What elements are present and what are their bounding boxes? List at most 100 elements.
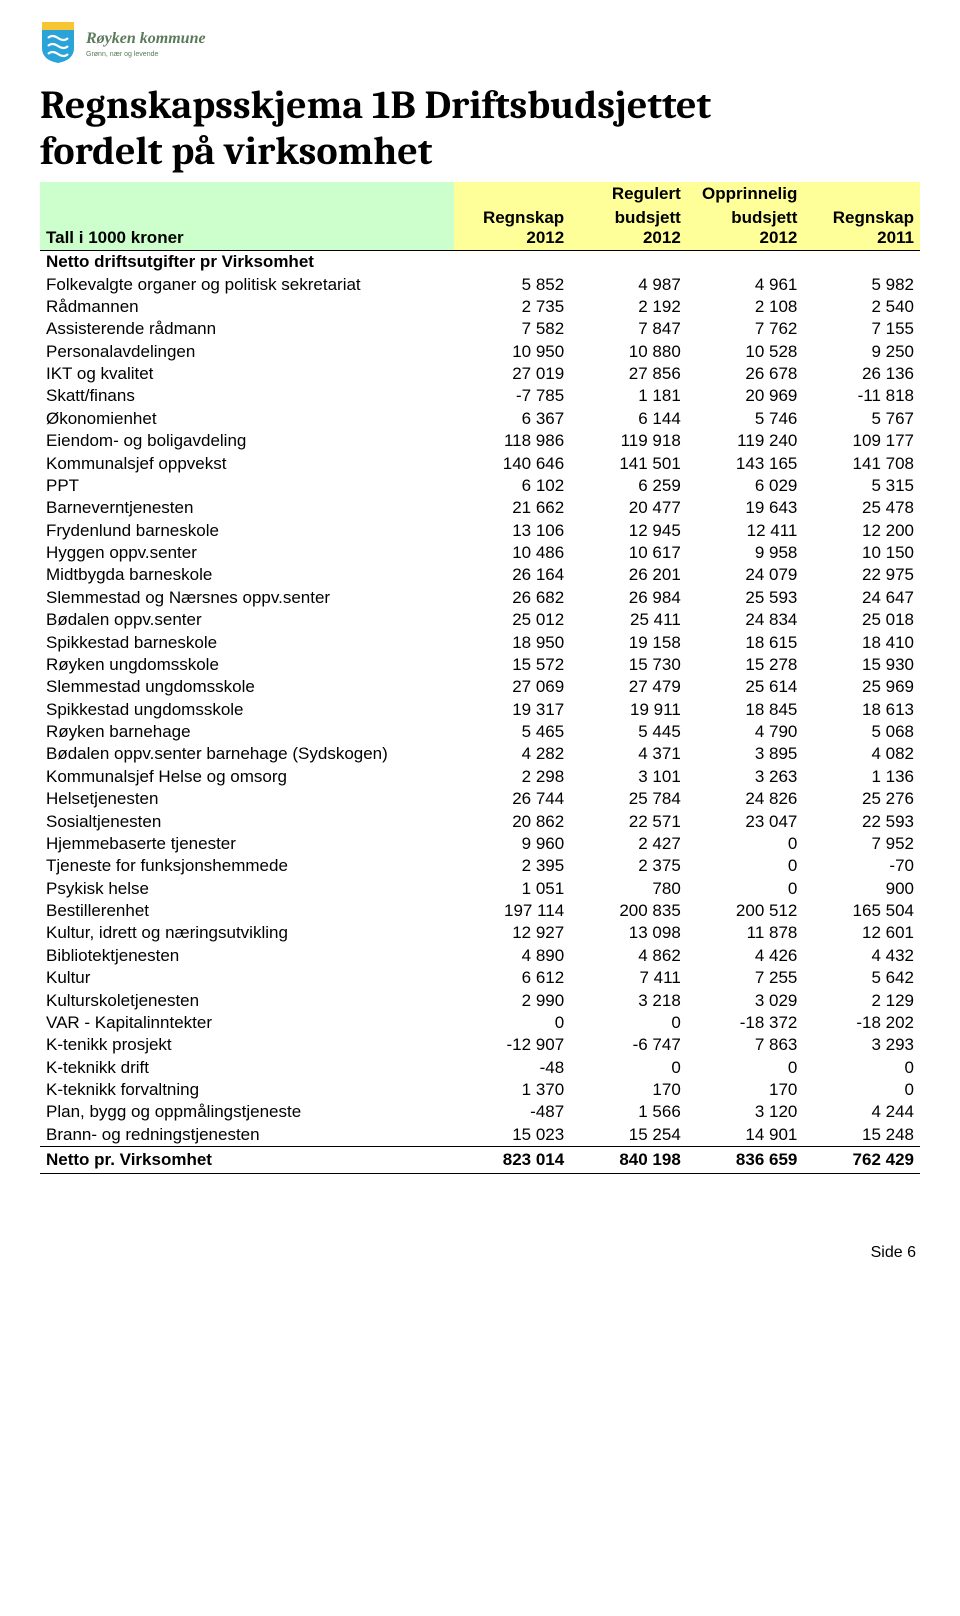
row-value: 1 051 — [454, 878, 571, 900]
row-value: 25 478 — [803, 497, 920, 519]
row-value: 5 315 — [803, 475, 920, 497]
row-label: K-teknikk forvaltning — [40, 1079, 454, 1101]
row-value: 5 982 — [803, 273, 920, 295]
row-value: 27 856 — [570, 363, 687, 385]
logo-tagline: Grønn, nær og levende — [86, 51, 226, 58]
row-value: 25 018 — [803, 609, 920, 631]
row-value: 22 975 — [803, 564, 920, 586]
row-value: 1 136 — [803, 766, 920, 788]
row-label: K-tenikk prosjekt — [40, 1034, 454, 1056]
logo-name: Røyken kommune — [86, 27, 226, 51]
row-value: 12 927 — [454, 922, 571, 944]
row-value: 141 501 — [570, 452, 687, 474]
table-row: Røyken barnehage5 4655 4454 7905 068 — [40, 721, 920, 743]
table-row: Assisterende rådmann7 5827 8477 7627 155 — [40, 318, 920, 340]
row-value: 22 593 — [803, 810, 920, 832]
row-value: 18 845 — [687, 699, 804, 721]
row-value: 2 395 — [454, 855, 571, 877]
row-value: 23 047 — [687, 810, 804, 832]
row-value: 5 746 — [687, 408, 804, 430]
row-value: 5 642 — [803, 967, 920, 989]
row-label: K-teknikk drift — [40, 1057, 454, 1079]
row-value: 0 — [570, 1057, 687, 1079]
table-row: Slemmestad og Nærsnes oppv.senter26 6822… — [40, 587, 920, 609]
row-value: 141 708 — [803, 452, 920, 474]
row-label: Personalavdelingen — [40, 341, 454, 363]
budget-table: Regulert Opprinnelig Tall i 1000 kroner … — [40, 182, 920, 1174]
row-value: 119 240 — [687, 430, 804, 452]
row-label: Psykisk helse — [40, 878, 454, 900]
row-value: 119 918 — [570, 430, 687, 452]
row-value: 4 987 — [570, 273, 687, 295]
row-value: -11 818 — [803, 385, 920, 407]
row-value: 7 952 — [803, 833, 920, 855]
row-value: 15 730 — [570, 654, 687, 676]
table-row: Frydenlund barneskole13 10612 94512 4111… — [40, 520, 920, 542]
row-value: 200 512 — [687, 900, 804, 922]
row-value: 200 835 — [570, 900, 687, 922]
row-value: 0 — [687, 855, 804, 877]
row-value: 3 218 — [570, 989, 687, 1011]
row-value: 3 120 — [687, 1101, 804, 1123]
row-label: Tjeneste for funksjonshemmede — [40, 855, 454, 877]
row-value: 20 862 — [454, 810, 571, 832]
row-value: 780 — [570, 878, 687, 900]
row-value: 15 023 — [454, 1124, 571, 1147]
row-label: Rådmannen — [40, 296, 454, 318]
row-value: 4 862 — [570, 945, 687, 967]
row-value: 12 411 — [687, 520, 804, 542]
row-label: PPT — [40, 475, 454, 497]
row-value: 19 911 — [570, 699, 687, 721]
row-value: 2 540 — [803, 296, 920, 318]
table-row: Kulturskoletjenesten2 9903 2183 0292 129 — [40, 989, 920, 1011]
row-value: 19 643 — [687, 497, 804, 519]
row-value: 26 201 — [570, 564, 687, 586]
row-label: IKT og kvalitet — [40, 363, 454, 385]
row-value: 7 582 — [454, 318, 571, 340]
row-value: 9 250 — [803, 341, 920, 363]
row-value: 4 282 — [454, 743, 571, 765]
row-value: 4 961 — [687, 273, 804, 295]
row-value: 6 029 — [687, 475, 804, 497]
row-value: 2 375 — [570, 855, 687, 877]
row-value: -18 372 — [687, 1012, 804, 1034]
row-value: 9 960 — [454, 833, 571, 855]
table-row: K-teknikk drift-48000 — [40, 1057, 920, 1079]
row-value: 4 790 — [687, 721, 804, 743]
row-label: Hyggen oppv.senter — [40, 542, 454, 564]
table-row: Rådmannen2 7352 1922 1082 540 — [40, 296, 920, 318]
row-label: Plan, bygg og oppmålingstjeneste — [40, 1101, 454, 1123]
logo-text: Røyken kommune Grønn, nær og levende — [86, 27, 226, 58]
row-label: Assisterende rådmann — [40, 318, 454, 340]
row-value: 18 410 — [803, 631, 920, 653]
row-label: Spikkestad barneskole — [40, 631, 454, 653]
row-value: 5 465 — [454, 721, 571, 743]
row-value: 197 114 — [454, 900, 571, 922]
row-value: 10 150 — [803, 542, 920, 564]
row-value: 1 181 — [570, 385, 687, 407]
row-value: 19 317 — [454, 699, 571, 721]
row-label: Røyken barnehage — [40, 721, 454, 743]
subhead-label: Netto driftsutgifter pr Virksomhet — [40, 251, 454, 274]
row-value: 27 069 — [454, 676, 571, 698]
col-header: budsjett 2012 — [570, 206, 687, 251]
row-value: 24 834 — [687, 609, 804, 631]
table-row: Kommunalsjef Helse og omsorg2 2983 1013 … — [40, 766, 920, 788]
row-value: 10 617 — [570, 542, 687, 564]
row-value: 5 767 — [803, 408, 920, 430]
table-row: Helsetjenesten26 74425 78424 82625 276 — [40, 788, 920, 810]
row-value: 4 082 — [803, 743, 920, 765]
row-value: 7 847 — [570, 318, 687, 340]
page-title: Regnskapsskjema 1B Driftsbudsjettet ford… — [40, 82, 920, 174]
row-value: 26 136 — [803, 363, 920, 385]
col-header: Regnskap 2011 — [803, 206, 920, 251]
row-value: -12 907 — [454, 1034, 571, 1056]
col-header: Regnskap 2012 — [454, 206, 571, 251]
row-value: 7 255 — [687, 967, 804, 989]
row-value: -48 — [454, 1057, 571, 1079]
table-row: Bestillerenhet197 114200 835200 512165 5… — [40, 900, 920, 922]
row-value: 24 647 — [803, 587, 920, 609]
col-header — [454, 182, 571, 206]
row-value: 14 901 — [687, 1124, 804, 1147]
row-value: 10 950 — [454, 341, 571, 363]
